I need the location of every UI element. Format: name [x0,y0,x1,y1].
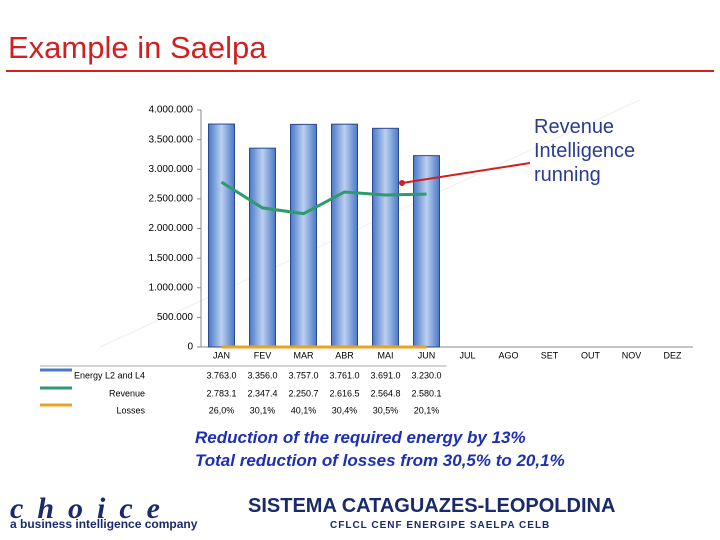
x-tick-label: MAR [294,350,315,360]
x-tick-label: FEV [254,350,272,360]
y-tick-label: 1.000.000 [149,282,194,293]
bar [331,123,358,348]
note: Reduction of the required energy by 13% [195,428,526,447]
x-tick-label: DEZ [664,350,683,360]
data-label: 3.757.0 [288,370,318,380]
y-tick-label: 4.000.000 [149,105,194,116]
bar [372,127,399,348]
y-tick-label: 500.000 [157,312,194,323]
data-label: 26,0% [209,405,235,415]
y-tick-label: 3.500.000 [149,134,194,145]
data-label: 2.250.7 [288,388,318,398]
x-tick-label: OUT [581,350,601,360]
bar [249,147,276,348]
legend-label: Energy L2 and L4 [74,370,145,380]
bar [413,155,440,348]
data-label: 2.783.1 [206,388,236,398]
annotation-arrow [401,162,531,184]
data-label: 2.580.1 [411,388,441,398]
data-label: 30,5% [373,405,399,415]
x-tick-label: SET [541,350,559,360]
data-label: 40,1% [291,405,317,415]
data-label: 20,1% [414,405,440,415]
x-tick-label: MAI [377,350,393,360]
y-tick-label: 2.500.000 [149,194,194,205]
logo-tagline: a business intelligence company [10,517,198,531]
y-tick-label: 2.000.000 [149,223,194,234]
bar [208,123,235,348]
data-label: 2.347.4 [247,388,277,398]
data-label: 3.763.0 [206,370,236,380]
y-tick-label: 1.500.000 [149,253,194,264]
data-label: 3.761.0 [329,370,359,380]
y-tick-label: 0 [187,342,193,353]
annotation: Revenue Intelligence running [534,116,636,186]
legend-label: Losses [116,405,145,415]
data-label: 30,1% [250,405,276,415]
x-tick-label: AGO [498,350,518,360]
logo-companies: CFLCL CENF ENERGIPE SAELPA CELB [330,520,551,531]
data-label: 2.616.5 [329,388,359,398]
bar [290,123,317,348]
data-label: 3.691.0 [370,370,400,380]
data-label: 3.356.0 [247,370,277,380]
data-label: 2.564.8 [370,388,400,398]
line-series [220,180,427,216]
note: Total reduction of losses from 30,5% to … [195,451,565,470]
logo-text: choice [10,492,174,525]
x-tick-label: JAN [213,350,230,360]
legend-label: Revenue [109,388,145,398]
x-tick-label: NOV [622,350,642,360]
logo-text: SISTEMA CATAGUAZES-LEOPOLDINA [248,495,616,517]
x-tick-label: ABR [335,350,354,360]
y-tick-label: 3.000.000 [149,164,194,175]
slide-title: Example in Saelpa [8,30,267,65]
annotation-arrowhead [399,180,405,186]
x-tick-label: JUL [459,350,475,360]
data-label: 3.230.0 [411,370,441,380]
x-tick-label: JUN [418,350,436,360]
data-label: 30,4% [332,405,358,415]
title-rule [6,70,714,72]
